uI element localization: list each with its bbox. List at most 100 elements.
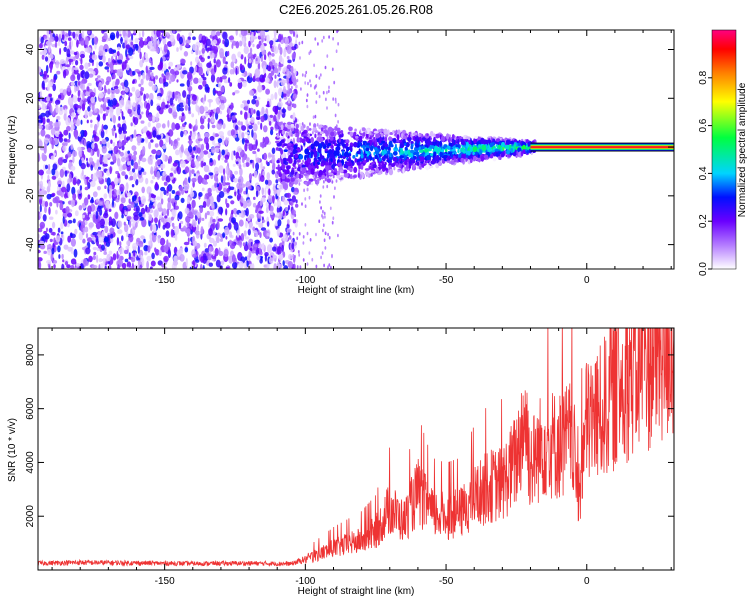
spectrogram-cell (85, 91, 91, 96)
spectrogram-cell (44, 206, 47, 214)
spectrogram-cell (244, 131, 250, 135)
spectrogram-cell (301, 40, 304, 45)
colorbar-ticks: 0.00.20.40.60.8 (698, 70, 712, 276)
spectrogram-cell (445, 155, 448, 159)
spectrogram-cell (237, 51, 242, 58)
spectrogram-cell (98, 258, 103, 263)
spectrogram-cell (188, 87, 191, 96)
x-tick-label: -100 (295, 576, 315, 587)
spectrogram-cell (268, 152, 271, 158)
spectrogram-cell (96, 148, 100, 158)
spectrogram-cell (322, 35, 325, 40)
spectrogram-cell (106, 253, 111, 262)
spectrogram-cell (116, 157, 121, 167)
spectrogram-cell (109, 166, 112, 175)
spectrogram-cell (120, 36, 123, 45)
spectrogram-cell (277, 219, 282, 227)
spectrogram-cell (202, 201, 207, 208)
spectrogram-cell (387, 129, 390, 136)
spectrogram-cell (239, 239, 243, 248)
spectrogram-cell (88, 73, 94, 78)
spectrogram-cell (118, 178, 121, 184)
spectrogram-cell (118, 68, 124, 78)
spectrogram-cell (204, 83, 209, 93)
spectrogram-cell (183, 182, 190, 192)
spectrogram-cell (473, 138, 477, 144)
spectrogram-cell (191, 100, 197, 105)
spectrogram-cell (124, 59, 128, 64)
spectrogram-cell (446, 133, 450, 140)
spectrogram-cell (209, 210, 215, 217)
spectrogram-cell (116, 250, 119, 260)
spectrogram-cell (247, 99, 250, 105)
spectrogram-cell (93, 251, 97, 256)
spectrogram-cell (294, 128, 299, 133)
spectrogram-cell (67, 85, 71, 93)
spectrogram-cell (108, 47, 113, 55)
spectrogram-cell (129, 201, 135, 205)
spectrogram-cell (263, 125, 268, 133)
spectrogram-cell (176, 47, 179, 52)
spectrogram-cell (97, 244, 103, 249)
spectrogram-cell (51, 247, 55, 255)
spectrogram-cell (286, 165, 291, 171)
spectrogram-cell (324, 65, 327, 70)
spectrogram-cell (92, 191, 98, 198)
spectrogram-cell (124, 249, 128, 255)
spectrogram-cell (308, 251, 311, 255)
spectrogram-cell (465, 154, 469, 158)
colorbar-tick-label: 0.8 (698, 70, 709, 84)
spectrogram-cell (52, 231, 56, 236)
spectrogram-cell (85, 247, 91, 255)
spectrogram-cell (63, 138, 68, 142)
spectrogram-cell (281, 108, 287, 114)
spectrogram-cell (115, 80, 119, 88)
spectrogram-cell (292, 263, 296, 269)
spectrogram-cell (253, 244, 258, 248)
spectrogram-cell (189, 169, 192, 178)
spectrogram-cell (208, 221, 211, 229)
spectrogram-cell (267, 194, 273, 203)
spectrogram-cell (252, 132, 257, 141)
spectrogram-cell (148, 141, 152, 150)
spectrogram-cell (421, 143, 424, 147)
spectrogram-cell (86, 161, 89, 167)
spectrogram-cell (132, 32, 137, 36)
spectrogram-cell (218, 165, 224, 174)
spectrogram-cell (252, 159, 255, 169)
spectrogram-cell (239, 40, 243, 47)
spectrogram-cell (327, 152, 330, 159)
spectrogram-cell (184, 207, 190, 214)
spectrogram-cell (316, 142, 320, 146)
spectrogram-cell (108, 208, 112, 212)
spectrogram-cell (146, 186, 152, 195)
spectrogram-cell (190, 61, 193, 66)
spectrogram-cell (211, 147, 216, 154)
spectrogram-cell (327, 126, 333, 132)
spectrogram-cell (51, 192, 56, 197)
spectrogram-cell (176, 104, 181, 112)
spectrogram-cell (302, 159, 304, 164)
spectrogram-cell (217, 138, 223, 144)
spectrogram-cell (138, 31, 141, 39)
spectrogram-cell (112, 98, 117, 106)
spectrogram-cell (296, 44, 299, 49)
spectrogram-cell (163, 43, 168, 53)
spectrogram-cell (459, 136, 464, 139)
spectrogram-cell (125, 231, 129, 238)
spectrogram-cell (96, 61, 99, 70)
spectrogram-cell (279, 88, 282, 97)
spectrogram-cell (38, 119, 43, 123)
spectrogram-cell (132, 195, 137, 202)
spectrogram-cell (108, 250, 113, 256)
spectrogram-cell (58, 33, 62, 42)
spectrogram-cell (257, 148, 260, 152)
spectrogram-cell (416, 151, 419, 156)
spectrogram-cell (330, 158, 333, 163)
spectrogram-cell (224, 38, 230, 48)
spectrogram-cell (294, 153, 299, 159)
spectrogram-cell (112, 142, 116, 147)
spectrogram-cell (188, 123, 192, 129)
spectrogram-cell (193, 173, 196, 177)
spectrogram-cell (384, 136, 388, 143)
